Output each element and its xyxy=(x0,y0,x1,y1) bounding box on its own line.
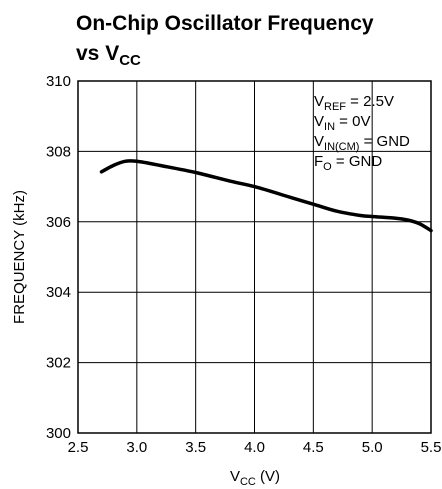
annotation-symbol: F xyxy=(314,153,323,170)
annotation-value: = 2.5V xyxy=(346,93,394,110)
x-tick-label: 5.0 xyxy=(362,439,383,456)
annotation-line: VREF = 2.5V xyxy=(314,93,394,113)
x-tick-label: 2.5 xyxy=(68,439,89,456)
x-tick-label: 5.5 xyxy=(421,439,442,456)
x-label-v: V xyxy=(230,468,240,485)
x-label-cc-subscript: CC xyxy=(240,476,256,488)
annotation-line: VIN = 0V xyxy=(314,113,370,133)
frequency-curve xyxy=(99,159,433,233)
annotation-symbol: V xyxy=(314,133,324,150)
annotation-value: = 0V xyxy=(335,113,370,130)
annotation-subscript: REF xyxy=(324,101,346,113)
chart-title-line2: vs VCC xyxy=(76,42,141,69)
annotation-subscript: IN xyxy=(324,121,335,133)
y-tick-label: 306 xyxy=(46,214,71,231)
x-tick-label: 3.0 xyxy=(126,439,147,456)
x-axis-label: VCC (V) xyxy=(230,468,280,488)
y-tick-label: 308 xyxy=(46,143,71,160)
chart-title-line1: On-Chip Oscillator Frequency xyxy=(76,12,374,35)
annotation-value: = GND xyxy=(332,153,383,170)
annotation-line: VIN(CM) = GND xyxy=(314,133,410,153)
x-tick-labels: 2.5 3.0 3.5 4.0 4.5 5.0 5.5 xyxy=(68,439,442,456)
annotation-value: = GND xyxy=(359,133,410,150)
x-tick-label: 4.0 xyxy=(244,439,265,456)
annotation-symbol: V xyxy=(314,113,324,130)
plot-frame xyxy=(77,80,432,434)
x-tick-label: 3.5 xyxy=(185,439,206,456)
grid xyxy=(78,81,431,433)
y-tick-label: 304 xyxy=(46,284,71,301)
title-vs-v: vs V xyxy=(76,42,119,65)
annotation-subscript: O xyxy=(323,161,332,173)
y-tick-label: 302 xyxy=(46,355,71,372)
annotation-line: FO = GND xyxy=(314,153,382,173)
y-axis-label: FREQUENCY (kHz) xyxy=(11,190,28,324)
x-label-unit: (V) xyxy=(256,468,280,485)
y-tick-labels: 300 302 304 306 308 310 xyxy=(46,73,71,442)
x-tick-label: 4.5 xyxy=(303,439,324,456)
annotation-subscript: IN(CM) xyxy=(324,141,359,153)
title-cc-subscript: CC xyxy=(119,52,141,69)
annotation-symbol: V xyxy=(314,93,324,110)
y-tick-label: 310 xyxy=(46,73,71,90)
y-tick-label: 300 xyxy=(46,425,71,442)
